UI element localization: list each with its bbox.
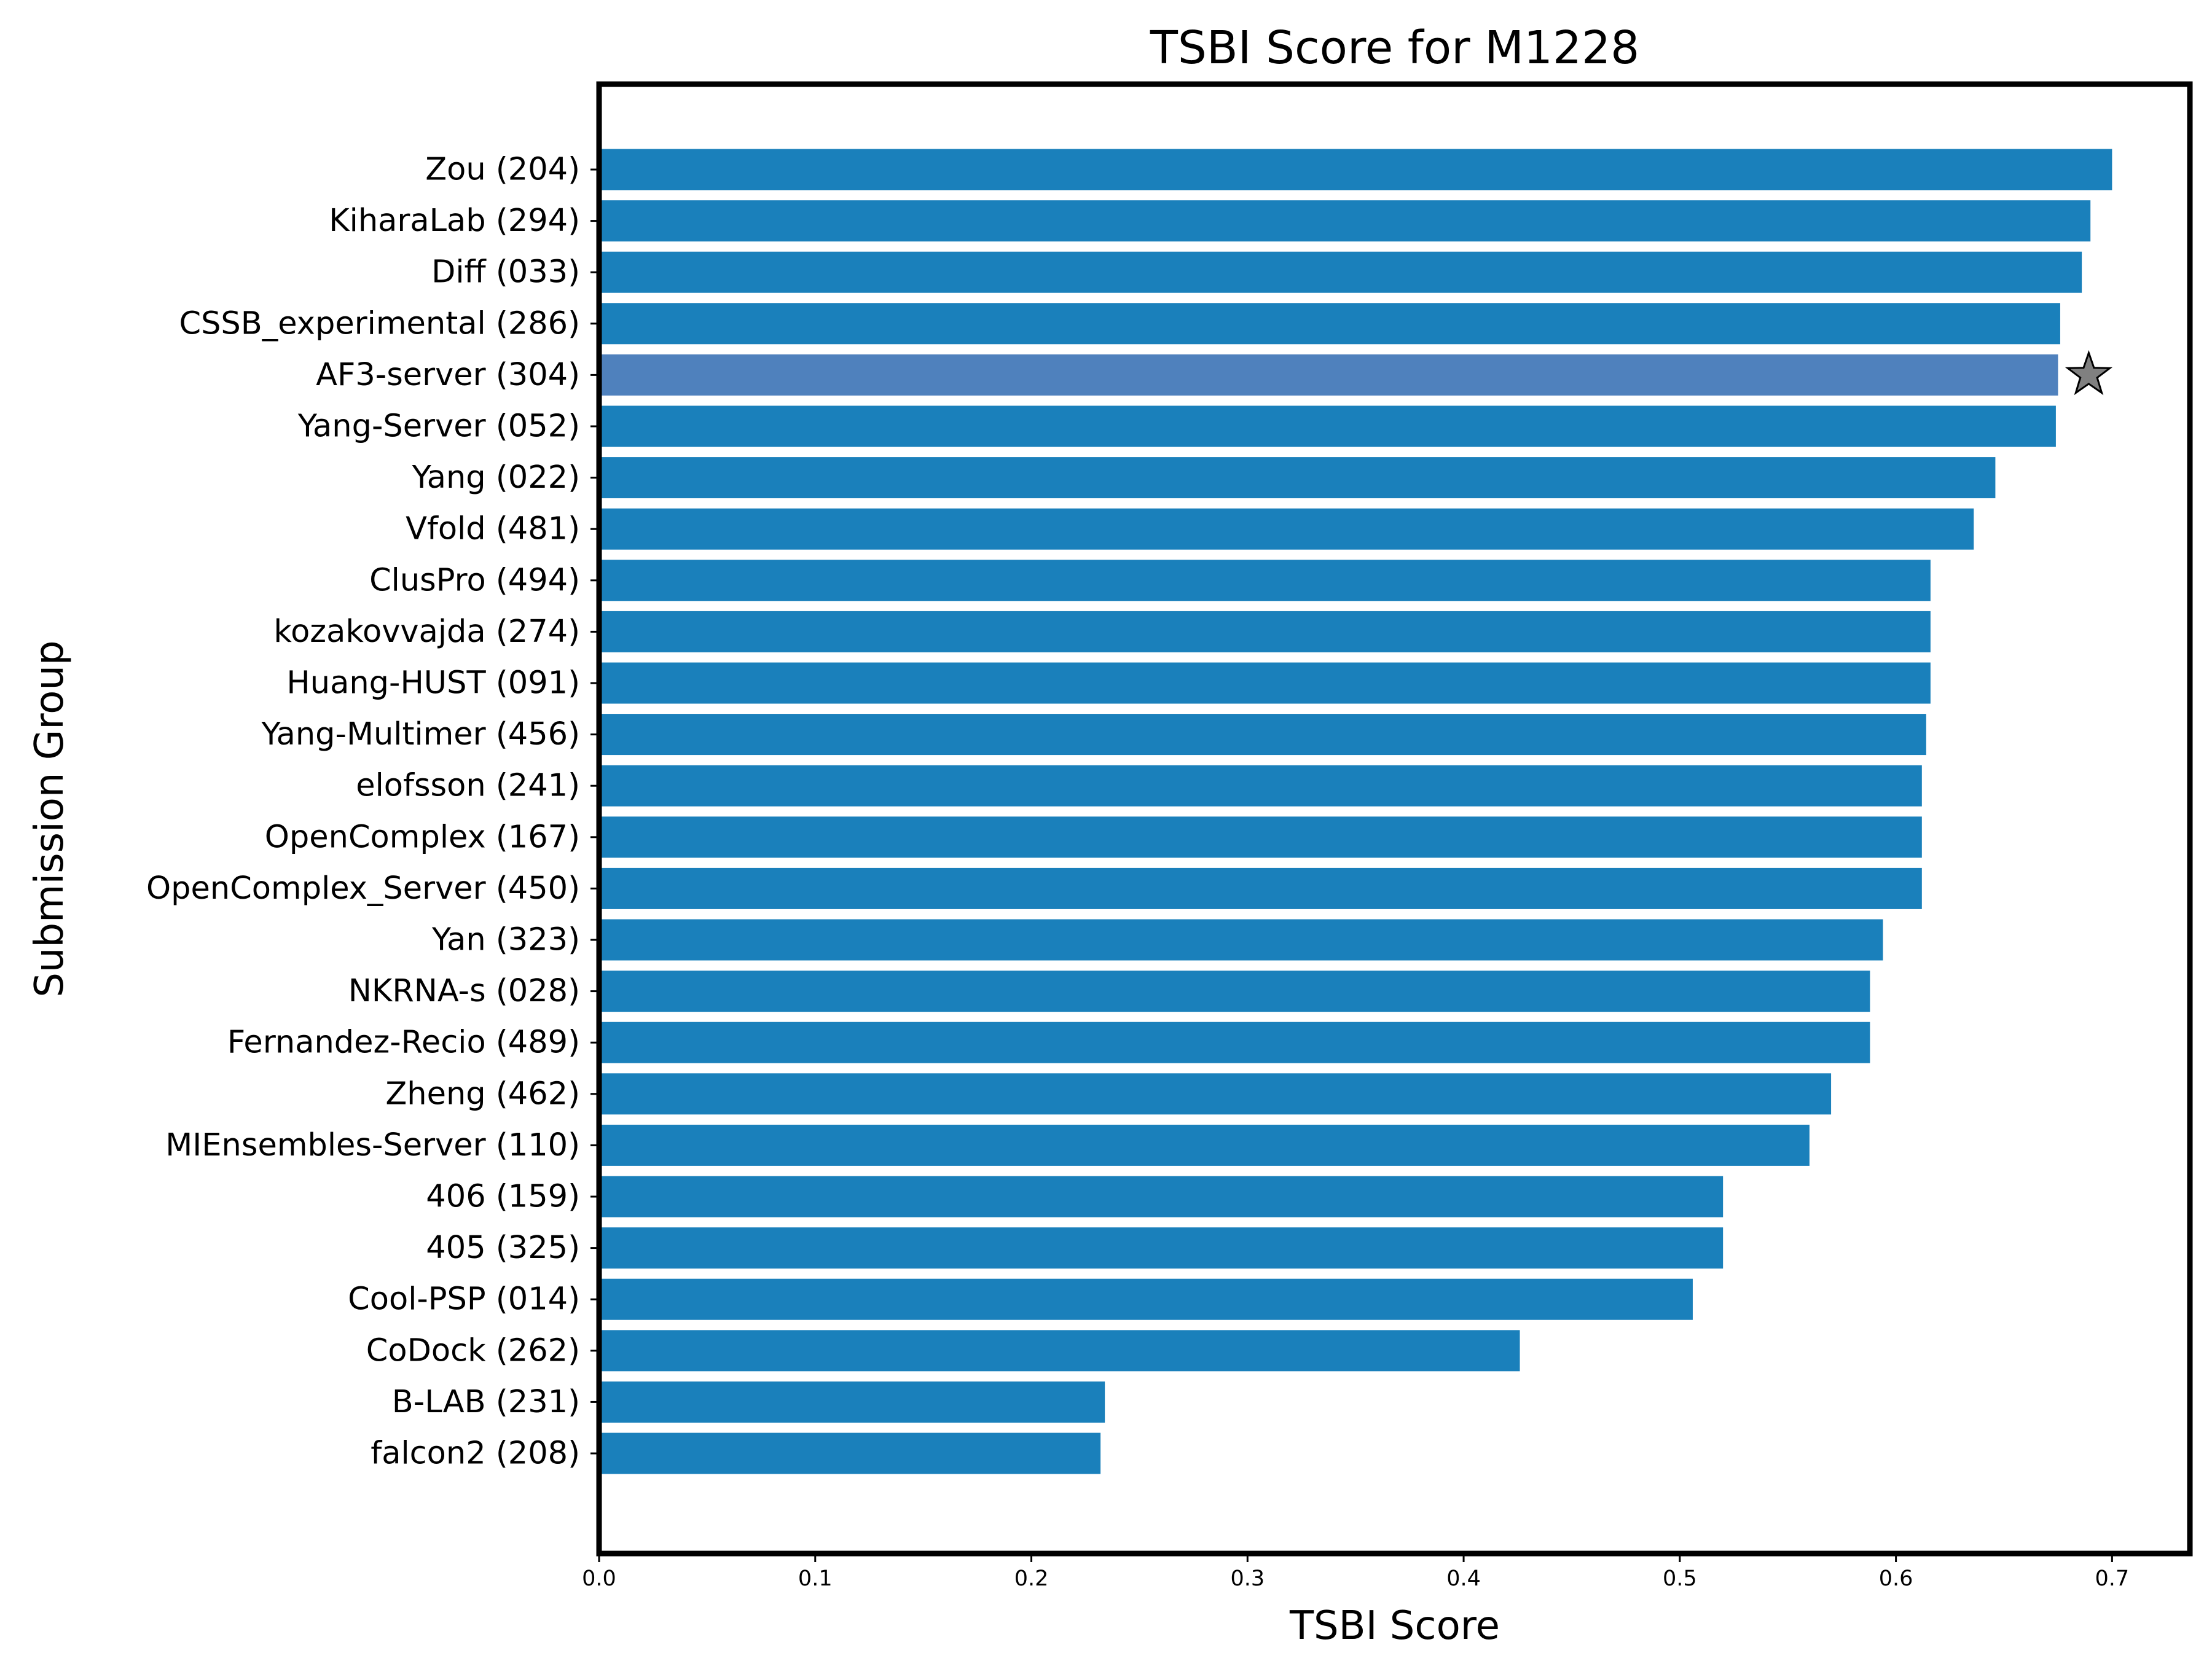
x-tick-label: 0.7 <box>2095 1566 2130 1591</box>
category-label-miensembles-server-110: MIEnsembles-Server (110) <box>165 1127 580 1163</box>
category-label-yang-multimer-456: Yang-Multimer (456) <box>261 716 580 752</box>
category-label-cssb-experimental-286: CSSB_experimental (286) <box>179 305 580 342</box>
y-axis-label: Submission Group <box>27 640 73 997</box>
category-label-yang-022: Yang (022) <box>412 459 580 496</box>
category-label-opencomplex-167: OpenComplex (167) <box>265 819 580 855</box>
category-label-kozakovvajda-274: kozakovvajda (274) <box>273 614 580 650</box>
bar-yang-022 <box>599 457 1996 499</box>
bar-vfold-481 <box>599 508 1974 550</box>
plot-frame <box>596 81 2193 1557</box>
category-label-diff-033: Diff (033) <box>431 254 580 291</box>
chart-title: TSBI Score for M1228 <box>1150 22 1640 74</box>
category-label-af3-server-304: AF3-server (304) <box>316 357 580 393</box>
category-label-yang-server-052: Yang-Server (052) <box>297 408 580 445</box>
bar-cluspro-494 <box>599 560 1931 601</box>
category-label-opencomplex-server-450: OpenComplex_Server (450) <box>146 870 580 907</box>
category-label-zou-204: Zou (204) <box>425 152 580 188</box>
bar-fernandez-recio-489 <box>599 1022 1870 1063</box>
bar-codock-262 <box>599 1330 1520 1372</box>
category-label-fernandez-recio-489: Fernandez-Recio (489) <box>227 1025 580 1061</box>
x-tick-label: 0.6 <box>1879 1566 1913 1591</box>
bar-yang-multimer-456 <box>599 714 1926 756</box>
category-label-vfold-481: Vfold (481) <box>406 511 580 547</box>
bar-kiharalab-294 <box>599 200 2091 242</box>
bar-nkrna-s-028 <box>599 971 1870 1012</box>
category-label-cluspro-494: ClusPro (494) <box>369 562 580 598</box>
bar-cssb-experimental-286 <box>599 303 2060 345</box>
bar-falcon2-208 <box>599 1433 1101 1474</box>
bar-zheng-462 <box>599 1073 1832 1115</box>
bar-405-325 <box>599 1227 1724 1269</box>
bar-b-lab-231 <box>599 1381 1105 1423</box>
x-tick-label: 0.5 <box>1663 1566 1697 1591</box>
category-label-kiharalab-294: KiharaLab (294) <box>329 203 580 239</box>
category-label-nkrna-s-028: NKRNA-s (028) <box>348 973 580 1009</box>
category-label-405-325: 405 (325) <box>426 1230 580 1266</box>
x-tick-label: 0.4 <box>1446 1566 1481 1591</box>
category-label-falcon2-208: falcon2 (208) <box>371 1436 580 1472</box>
bar-elofsson-241 <box>599 765 1922 807</box>
x-tick-label: 0.1 <box>798 1566 833 1591</box>
category-label-codock-262: CoDock (262) <box>366 1332 580 1369</box>
bar-406-159 <box>599 1176 1724 1218</box>
x-tick-label: 0.2 <box>1014 1566 1049 1591</box>
category-label-yan-323: Yan (323) <box>431 922 580 958</box>
category-label-cool-psp-014: Cool-PSP (014) <box>348 1281 580 1318</box>
category-label-b-lab-231: B-LAB (231) <box>392 1384 580 1420</box>
bar-zou-204 <box>599 149 2112 190</box>
bar-huang-hust-091 <box>599 662 1931 704</box>
bar-yan-323 <box>599 919 1883 961</box>
bar-opencomplex-server-450 <box>599 867 1922 909</box>
bar-cool-psp-014 <box>599 1278 1693 1320</box>
bar-opencomplex-167 <box>599 816 1922 858</box>
category-labels: Zou (204) KiharaLab (294) Diff (033) CSSB_e… <box>146 152 580 1472</box>
x-tick-label: 0.0 <box>582 1566 616 1591</box>
bar-kozakovvajda-274 <box>599 611 1931 652</box>
bars-group <box>599 149 2113 1474</box>
category-label-zheng-462: Zheng (462) <box>385 1076 580 1112</box>
x-axis-label: TSBI Score <box>1289 1603 1500 1649</box>
bar-af3-server-304 <box>599 354 2058 396</box>
highlight-star-icon <box>2065 350 2113 396</box>
bar-diff-033 <box>599 251 2082 293</box>
bar-yang-server-052 <box>599 405 2056 447</box>
category-label-406-159: 406 (159) <box>426 1179 580 1215</box>
category-label-elofsson-241: elofsson (241) <box>356 768 580 804</box>
x-tick-label: 0.3 <box>1230 1566 1265 1591</box>
category-label-huang-hust-091: Huang-HUST (091) <box>286 665 580 702</box>
bar-miensembles-server-110 <box>599 1124 1810 1166</box>
